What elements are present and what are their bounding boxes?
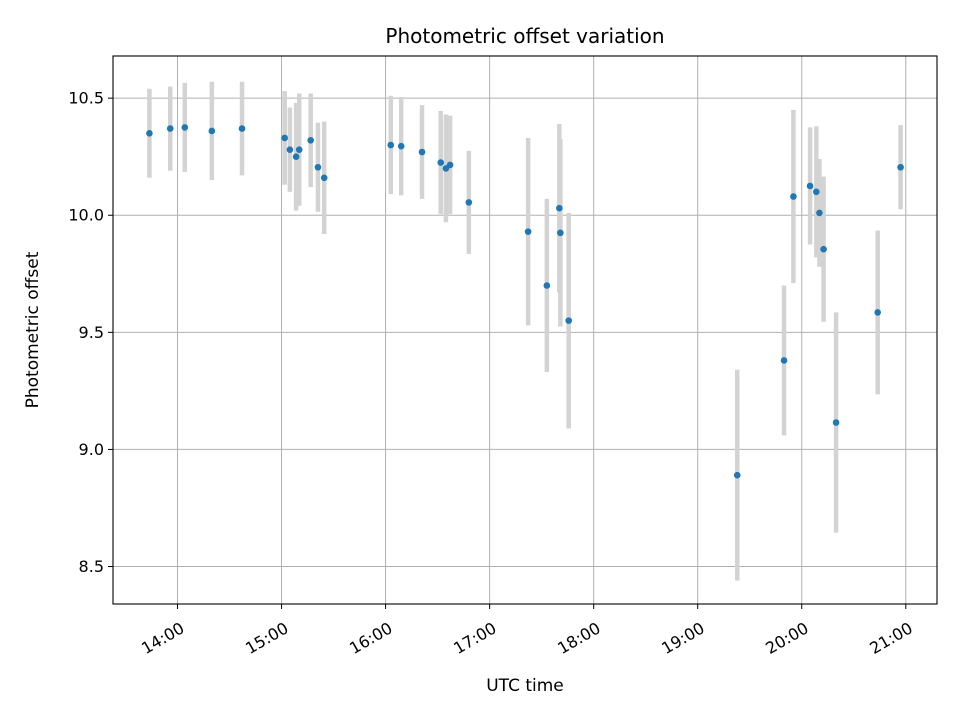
data-point	[820, 245, 827, 253]
data-point	[556, 204, 563, 212]
data-point	[146, 129, 153, 137]
data-point	[295, 146, 303, 153]
y-axis-label: Photometric offset	[23, 251, 43, 408]
y-tick-label: 10.5	[68, 89, 104, 108]
y-tick-label: 10.0	[68, 206, 104, 225]
data-point	[733, 471, 741, 479]
data-point	[281, 134, 288, 142]
data-point	[286, 146, 294, 153]
data-point	[387, 141, 395, 149]
data-point	[813, 188, 820, 196]
data-point	[874, 309, 881, 316]
data-point	[816, 209, 823, 217]
data-point	[181, 124, 189, 131]
data-point	[307, 137, 314, 144]
x-axis-label: UTC time	[486, 676, 564, 696]
data-point	[780, 357, 788, 364]
plot-frame	[112, 55, 938, 605]
chart-title: Photometric offset variation	[385, 24, 664, 48]
y-tick-label: 9.0	[79, 440, 104, 459]
data-point	[397, 142, 405, 150]
y-tick-label: 9.5	[79, 323, 104, 342]
data-point	[832, 419, 840, 426]
data-point	[208, 127, 216, 135]
data-point	[437, 159, 445, 166]
data-point	[292, 153, 300, 161]
data-point	[897, 163, 904, 171]
data-point	[238, 125, 246, 132]
data-point	[465, 199, 473, 206]
data-points	[146, 124, 904, 479]
y-tick-label: 8.5	[79, 557, 104, 576]
data-point	[524, 228, 532, 235]
data-point	[565, 317, 572, 324]
data-point	[557, 229, 564, 237]
data-point	[806, 182, 814, 190]
data-point	[166, 125, 174, 132]
data-point	[543, 282, 551, 289]
data-point	[790, 193, 797, 200]
data-point	[314, 163, 322, 171]
data-point	[418, 148, 426, 156]
y-axis-ticks: 8.5 9.0 9.5 10.0 10.5	[68, 89, 113, 576]
grid	[113, 56, 937, 604]
data-point	[320, 174, 328, 182]
data-point	[446, 161, 454, 169]
